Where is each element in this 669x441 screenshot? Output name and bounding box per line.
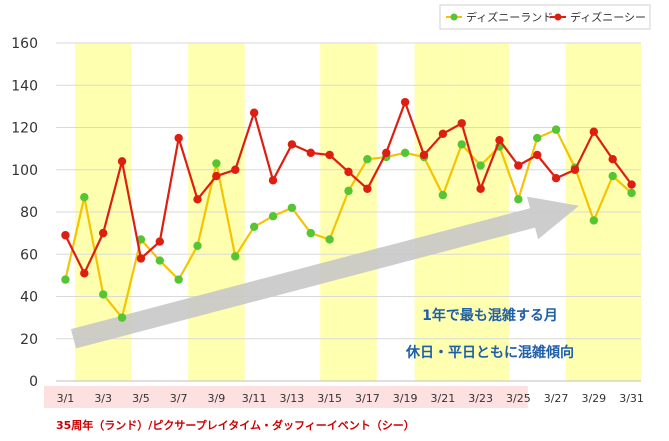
series-1-point bbox=[249, 108, 259, 117]
series-layer bbox=[61, 97, 636, 322]
x-tick-label: 3/3 bbox=[94, 392, 112, 405]
x-tick-label: 3/23 bbox=[468, 392, 493, 405]
series-1-point bbox=[589, 127, 599, 136]
series-0-point bbox=[287, 203, 297, 212]
series-1-point bbox=[363, 184, 372, 193]
series-0-point bbox=[514, 195, 523, 204]
y-tick-label: 60 bbox=[20, 247, 38, 263]
series-1-point bbox=[570, 165, 580, 174]
x-tick-label: 3/17 bbox=[355, 392, 380, 405]
x-tick-label: 3/27 bbox=[544, 392, 569, 405]
series-1-point bbox=[325, 150, 334, 160]
series-0-point bbox=[627, 188, 636, 198]
y-tick-label: 140 bbox=[11, 78, 38, 94]
legend-swatch-marker bbox=[554, 13, 562, 21]
y-tick-label: 0 bbox=[29, 374, 38, 390]
series-0-point bbox=[344, 186, 353, 196]
legend-box bbox=[439, 4, 651, 30]
legend: ディズニーランド ディズニーシー bbox=[439, 4, 651, 30]
series-1-point bbox=[533, 150, 542, 160]
x-tick-label: 3/1 bbox=[57, 392, 75, 405]
series-1-point bbox=[382, 148, 391, 158]
x-tick-label: 3/31 bbox=[619, 392, 644, 405]
series-1-point bbox=[419, 150, 429, 160]
series-0-point bbox=[325, 235, 334, 244]
annotation-crowded-trend: 休日・平日ともに混雑傾向 bbox=[405, 344, 574, 361]
series-1-point bbox=[608, 154, 617, 164]
series-0-point bbox=[551, 125, 561, 134]
series-0-point bbox=[533, 133, 542, 143]
series-0-point bbox=[212, 159, 221, 168]
series-1-point bbox=[117, 157, 127, 166]
series-0-point bbox=[268, 212, 278, 221]
series-0-point bbox=[438, 190, 448, 200]
x-tick-label: 3/13 bbox=[280, 392, 305, 405]
event-band bbox=[44, 386, 528, 408]
series-1-point bbox=[438, 129, 448, 139]
series-0-point bbox=[457, 140, 466, 149]
series-0-point bbox=[80, 193, 89, 202]
x-tick-label: 3/9 bbox=[208, 392, 226, 405]
event-footnote: 35周年（ランド）/ピクサープレイタイム・ダッフィーイベント（シー） bbox=[56, 418, 415, 432]
series-0-point bbox=[608, 171, 617, 181]
x-tick-label: 3/21 bbox=[431, 392, 456, 405]
series-0-point bbox=[174, 275, 183, 284]
y-tick-label: 20 bbox=[20, 332, 38, 348]
legend-label-0: ディズニーランド bbox=[466, 10, 553, 24]
series-1-point bbox=[231, 165, 240, 174]
series-1-point bbox=[155, 237, 164, 246]
series-0-point bbox=[249, 222, 259, 231]
series-0-point bbox=[306, 228, 315, 238]
y-tick-label: 120 bbox=[11, 121, 38, 137]
x-tick-label: 3/5 bbox=[132, 392, 150, 405]
series-1-point bbox=[193, 195, 202, 204]
series-1-point bbox=[306, 148, 315, 158]
series-1 bbox=[61, 97, 636, 278]
series-0-point bbox=[136, 235, 146, 244]
series-0-point bbox=[231, 252, 240, 261]
series-1-point bbox=[80, 269, 89, 278]
x-tick-label: 3/19 bbox=[393, 392, 418, 405]
y-tick-label: 160 bbox=[11, 36, 38, 52]
y-tick-label: 40 bbox=[20, 290, 38, 306]
series-0-point bbox=[476, 161, 485, 170]
legend-swatch-marker bbox=[450, 13, 458, 21]
x-tick-label: 3/25 bbox=[506, 392, 531, 405]
x-tick-label: 3/7 bbox=[170, 392, 188, 405]
series-1-point bbox=[457, 119, 466, 128]
trend-arrow bbox=[70, 196, 580, 349]
series-1-point bbox=[495, 135, 504, 145]
y-tick-label: 80 bbox=[20, 205, 38, 221]
series-1-point bbox=[400, 97, 410, 107]
series-1-point bbox=[344, 167, 353, 177]
series-1-point bbox=[98, 228, 108, 238]
series-0-point bbox=[193, 241, 202, 250]
series-0-point bbox=[117, 313, 127, 322]
series-1-point bbox=[627, 180, 636, 189]
series-1-point bbox=[212, 171, 221, 181]
y-axis-ticks: 0 20 40 60 80 100 120 140 160 bbox=[11, 36, 38, 390]
series-0-point bbox=[589, 216, 599, 225]
series-1-point bbox=[61, 231, 70, 240]
series-1-point bbox=[514, 161, 523, 170]
series-1-point bbox=[476, 184, 485, 193]
series-1-point bbox=[551, 174, 561, 183]
series-0-point bbox=[61, 275, 70, 284]
y-tick-label: 100 bbox=[11, 163, 38, 179]
x-axis-ticks: 3/1 3/3 3/5 3/7 3/9 3/11 3/13 3/15 3/17 3/19 3/21 3… bbox=[57, 392, 644, 405]
annotation-busiest-month: 1年で最も混雑する月 bbox=[422, 307, 558, 324]
series-1-point bbox=[174, 133, 183, 143]
series-1-point bbox=[136, 254, 146, 263]
series-0-point bbox=[363, 154, 372, 164]
x-tick-label: 3/29 bbox=[581, 392, 606, 405]
series-0-point bbox=[98, 290, 108, 299]
series-0-point bbox=[400, 148, 410, 158]
legend-label-1: ディズニーシー bbox=[570, 10, 646, 24]
x-tick-label: 3/11 bbox=[242, 392, 267, 405]
series-1-point bbox=[287, 140, 297, 149]
series-0-point bbox=[155, 256, 164, 265]
series-1-point bbox=[268, 176, 278, 185]
x-tick-label: 3/15 bbox=[317, 392, 342, 405]
